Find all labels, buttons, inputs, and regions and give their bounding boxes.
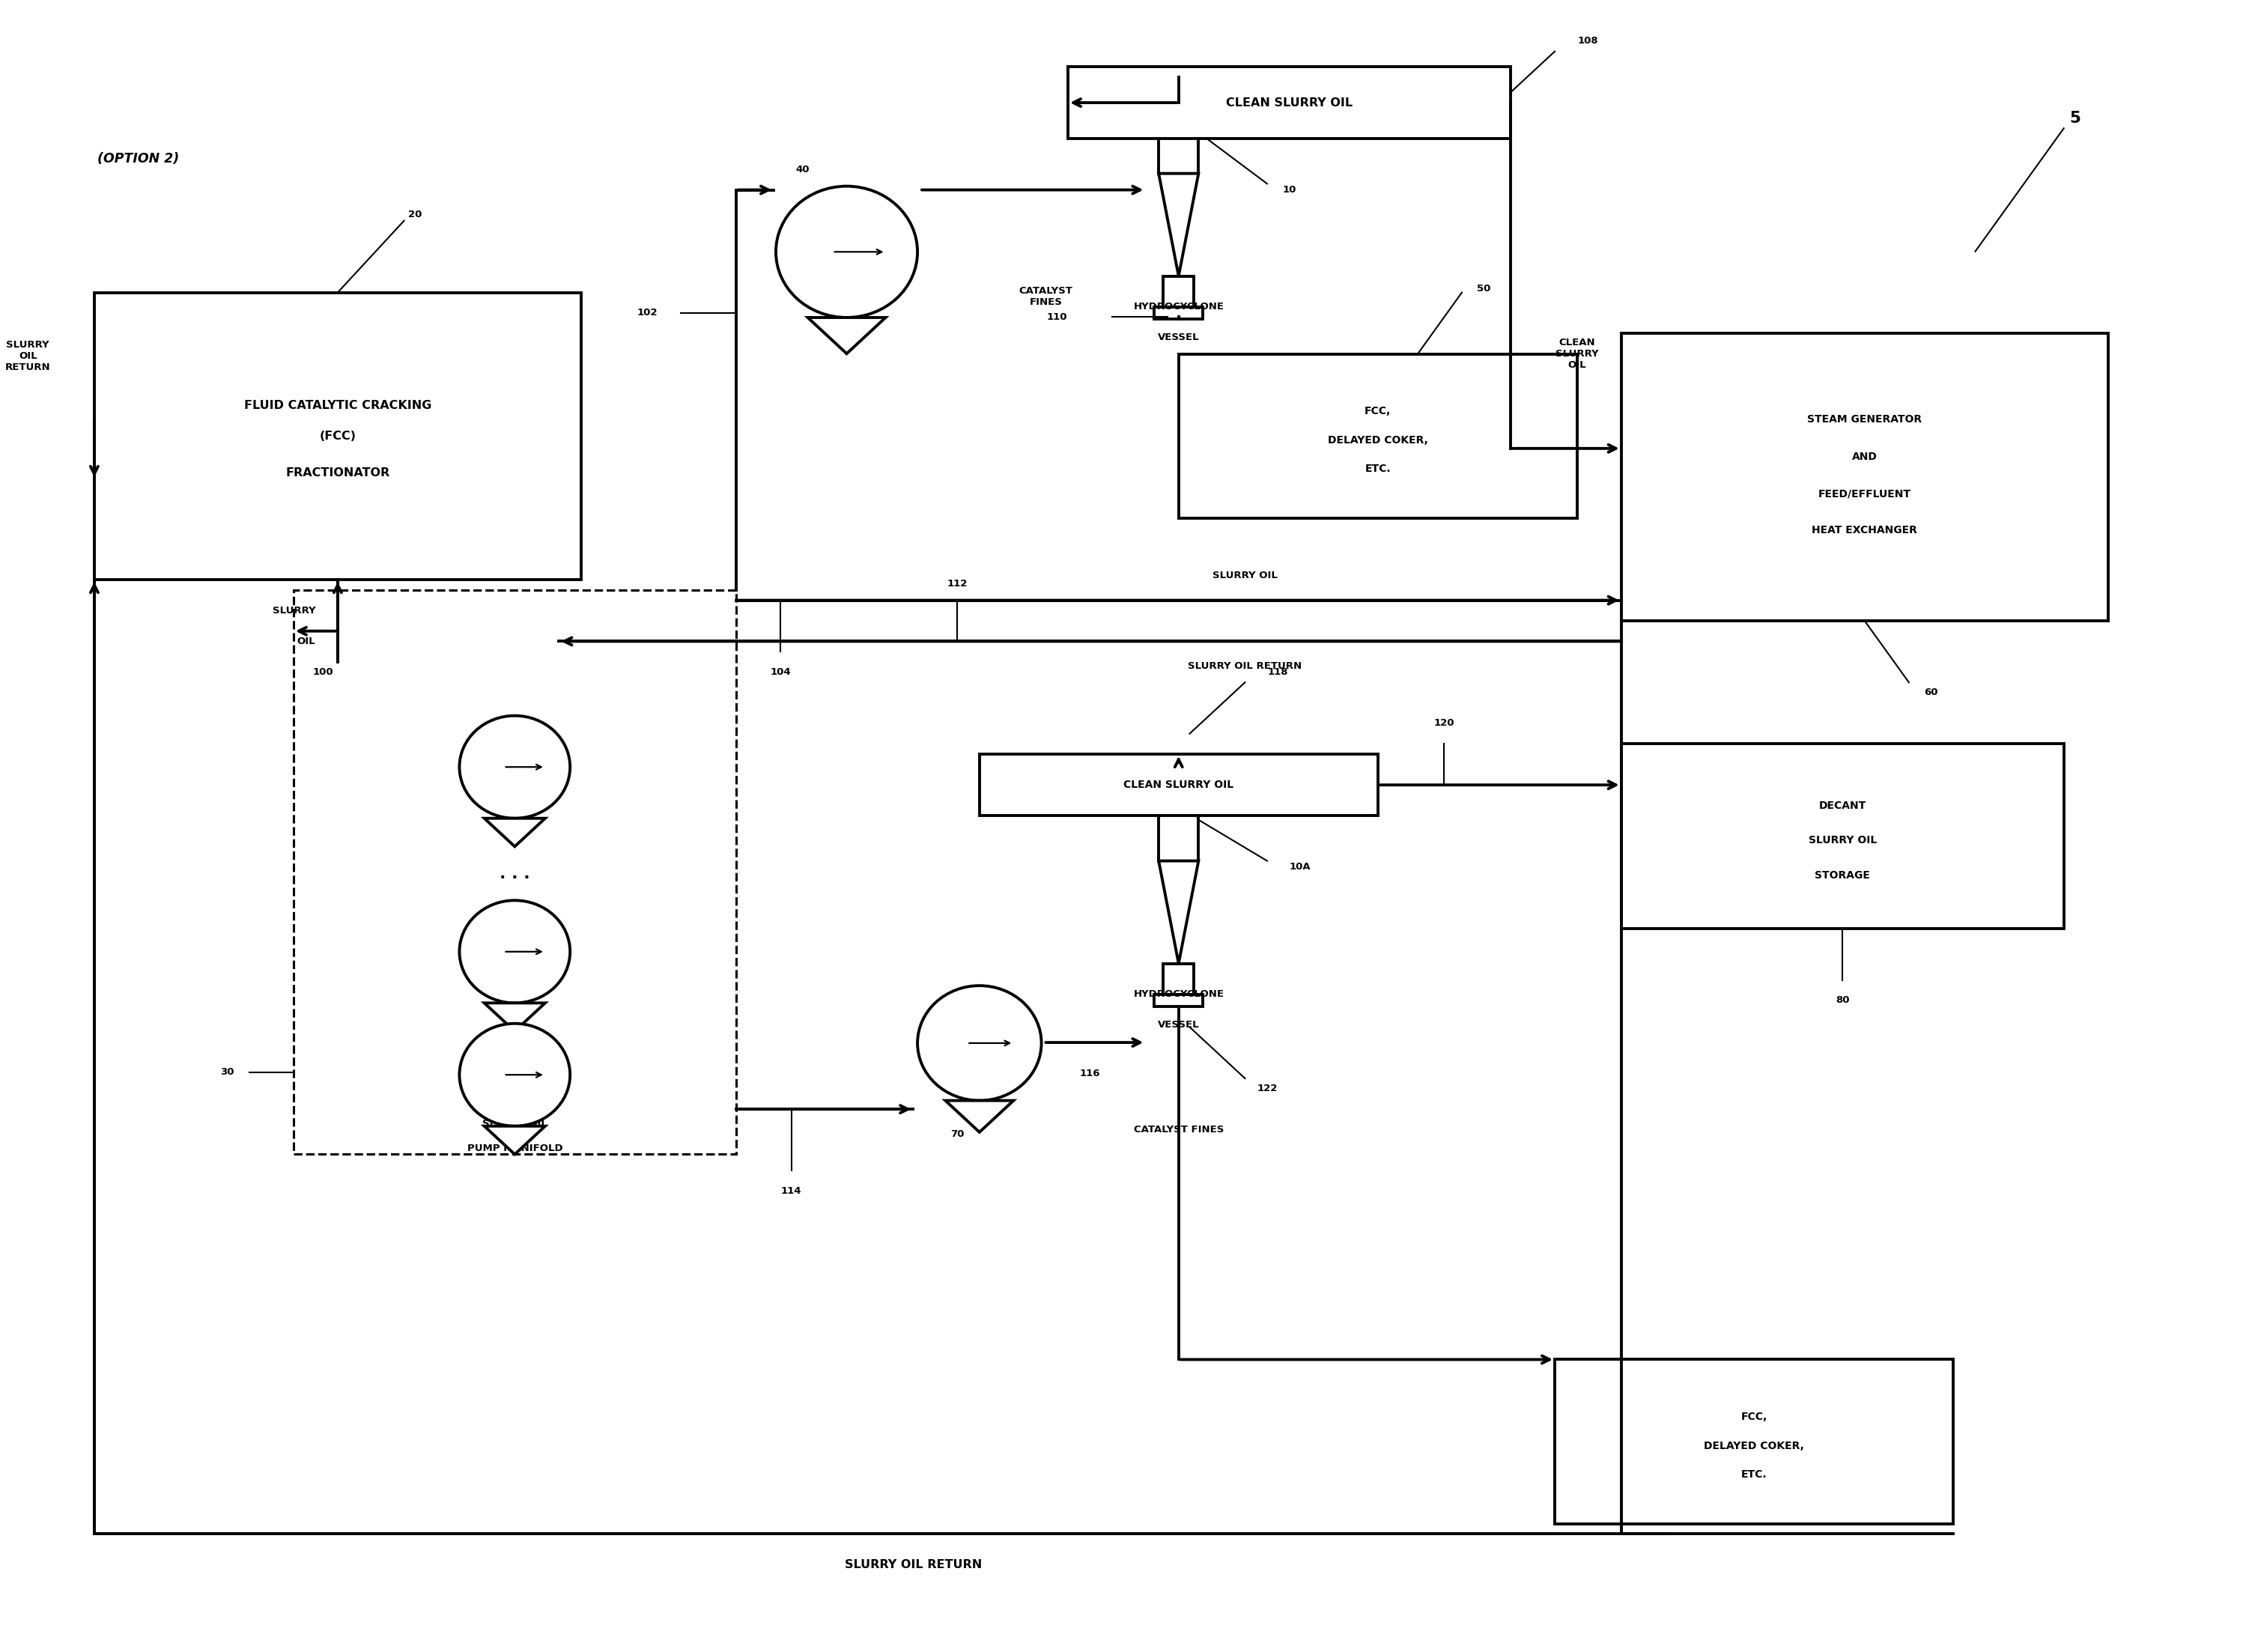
- Text: 108: 108: [1577, 36, 1599, 46]
- Text: HYDROCYCLONE: HYDROCYCLONE: [1134, 302, 1224, 312]
- Text: OIL: OIL: [296, 636, 317, 646]
- Text: (OPTION 2): (OPTION 2): [97, 152, 180, 165]
- Text: SLURRY: SLURRY: [272, 606, 317, 616]
- Text: 60: 60: [1925, 687, 1938, 697]
- Text: SLURRY OIL: SLURRY OIL: [1213, 572, 1278, 580]
- Text: 80: 80: [1835, 996, 1848, 1006]
- Polygon shape: [1159, 173, 1199, 276]
- Circle shape: [916, 986, 1042, 1100]
- Text: 114: 114: [782, 1186, 802, 1196]
- Circle shape: [460, 1024, 570, 1127]
- Bar: [1067, 66, 1512, 139]
- Text: 110: 110: [1047, 312, 1067, 322]
- Bar: [1163, 963, 1195, 995]
- Text: DECANT: DECANT: [1819, 800, 1866, 811]
- Polygon shape: [809, 317, 885, 354]
- Text: 10: 10: [1282, 185, 1296, 195]
- Bar: [94, 292, 582, 580]
- Bar: [1622, 334, 2109, 621]
- Bar: [979, 755, 1377, 816]
- Text: SLURRY OIL: SLURRY OIL: [1808, 836, 1878, 846]
- Text: FCC,: FCC,: [1741, 1412, 1768, 1422]
- Text: FLUID CATALYTIC CRACKING: FLUID CATALYTIC CRACKING: [245, 400, 431, 411]
- Bar: [1145, 97, 1213, 112]
- Text: CATALYST FINES: CATALYST FINES: [1134, 1125, 1224, 1135]
- Circle shape: [460, 900, 570, 1003]
- Text: 40: 40: [795, 165, 809, 173]
- Text: CLEAN SLURRY OIL: CLEAN SLURRY OIL: [1226, 97, 1352, 109]
- Bar: [1154, 307, 1204, 319]
- Text: 116: 116: [1080, 1069, 1101, 1079]
- Bar: [1145, 785, 1213, 800]
- Text: DELAYED COKER,: DELAYED COKER,: [1327, 434, 1428, 446]
- Text: 20: 20: [409, 210, 422, 220]
- Bar: [1154, 995, 1204, 1006]
- Polygon shape: [485, 1127, 546, 1155]
- Polygon shape: [485, 1003, 546, 1031]
- Bar: [1145, 78, 1213, 91]
- Text: DELAYED COKER,: DELAYED COKER,: [1705, 1441, 1804, 1450]
- Bar: [1159, 112, 1199, 173]
- Text: VESSEL: VESSEL: [1157, 332, 1199, 342]
- Bar: [1554, 1360, 1954, 1523]
- Text: 112: 112: [948, 578, 968, 588]
- Bar: [1622, 743, 2064, 928]
- Circle shape: [460, 715, 570, 818]
- Bar: [1163, 276, 1195, 307]
- Polygon shape: [485, 818, 546, 846]
- Text: SLURRY OIL RETURN: SLURRY OIL RETURN: [844, 1559, 982, 1571]
- Text: ETC.: ETC.: [1741, 1469, 1768, 1480]
- Text: CLEAN
SLURRY
OIL: CLEAN SLURRY OIL: [1554, 339, 1599, 370]
- Text: 122: 122: [1258, 1084, 1278, 1094]
- Text: FRACTIONATOR: FRACTIONATOR: [285, 468, 391, 479]
- Bar: [294, 590, 737, 1155]
- Polygon shape: [1159, 861, 1199, 963]
- Bar: [1145, 765, 1213, 778]
- Text: VESSEL: VESSEL: [1157, 1021, 1199, 1029]
- Text: HEAT EXCHANGER: HEAT EXCHANGER: [1813, 525, 1918, 535]
- Text: PUMP MANIFOLD: PUMP MANIFOLD: [467, 1143, 562, 1153]
- Text: 70: 70: [950, 1128, 964, 1138]
- Text: 5: 5: [2069, 111, 2080, 126]
- Text: 102: 102: [638, 309, 658, 317]
- Text: 120: 120: [1433, 719, 1455, 729]
- Text: CLEAN SLURRY OIL: CLEAN SLURRY OIL: [1123, 780, 1233, 790]
- Text: 118: 118: [1269, 667, 1289, 677]
- Polygon shape: [946, 1100, 1013, 1132]
- Text: 50: 50: [1478, 284, 1491, 294]
- Text: (FCC): (FCC): [319, 431, 357, 441]
- Text: 30: 30: [220, 1067, 234, 1077]
- Text: ETC.: ETC.: [1366, 464, 1390, 474]
- Text: FCC,: FCC,: [1366, 406, 1390, 416]
- Text: SLURRY
OIL
RETURN: SLURRY OIL RETURN: [4, 340, 52, 372]
- Text: HYDROCYCLONE: HYDROCYCLONE: [1134, 990, 1224, 999]
- Text: CATALYST
FINES: CATALYST FINES: [1020, 286, 1074, 307]
- Text: 10A: 10A: [1289, 862, 1312, 872]
- Text: AND: AND: [1853, 451, 1878, 463]
- Bar: [1179, 354, 1577, 519]
- Text: SLURRY OIL RETURN: SLURRY OIL RETURN: [1188, 661, 1303, 671]
- Circle shape: [775, 187, 916, 317]
- Text: 100: 100: [312, 667, 332, 677]
- Bar: [1159, 800, 1199, 861]
- Text: STORAGE: STORAGE: [1815, 871, 1871, 881]
- Text: · · ·: · · ·: [499, 871, 530, 885]
- Text: FEED/EFFLUENT: FEED/EFFLUENT: [1819, 489, 1911, 499]
- Text: 104: 104: [770, 667, 791, 677]
- Text: SLURRY OIL: SLURRY OIL: [483, 1118, 548, 1128]
- Text: 106: 106: [858, 284, 878, 294]
- Text: STEAM GENERATOR: STEAM GENERATOR: [1808, 415, 1923, 425]
